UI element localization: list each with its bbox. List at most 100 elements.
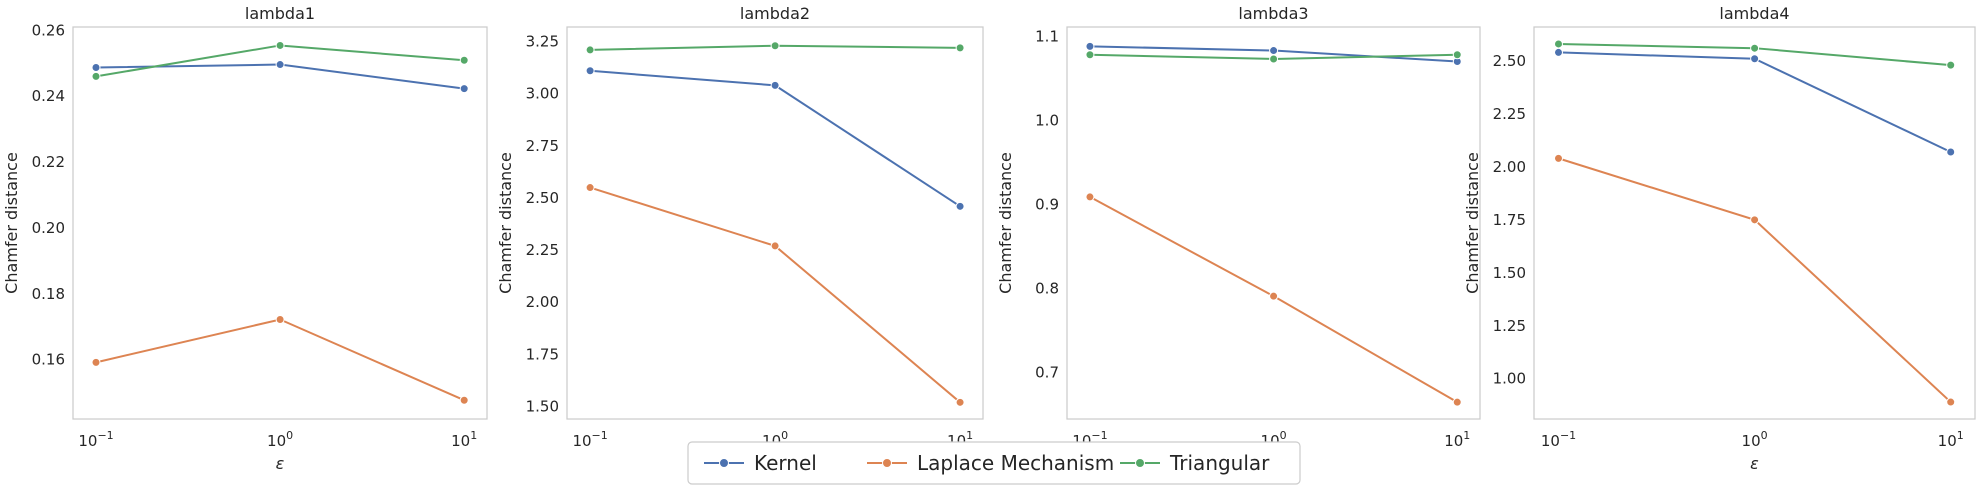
- y-axis-label: Chamfer distance: [996, 152, 1015, 294]
- y-tick-label: 1.0: [1035, 111, 1059, 129]
- x-tick-label: 100: [267, 429, 293, 450]
- legend-entry: Triangular: [1120, 451, 1270, 475]
- data-point: [91, 71, 101, 81]
- series-triangular: [585, 41, 965, 55]
- x-axis-label: ε: [276, 454, 285, 473]
- y-tick-label: 1.1: [1035, 27, 1059, 45]
- legend-swatch-marker: [719, 458, 729, 468]
- data-point: [1946, 147, 1956, 157]
- data-point: [275, 315, 285, 325]
- data-point: [1946, 397, 1956, 407]
- data-point: [1452, 397, 1462, 407]
- axis-frame: [72, 26, 488, 420]
- data-point: [955, 43, 965, 53]
- data-point: [1750, 215, 1760, 225]
- panel-1: 0.16 0.18 0.20 0.22 0.24 0.26 10−1 100 101 lambda…: [2, 4, 488, 473]
- legend-label: Laplace Mechanism: [917, 451, 1114, 475]
- y-axis-label: Chamfer distance: [1463, 152, 1482, 294]
- panel-4: 1.00 1.25 1.50 1.75 2.00 2.25 2.50 10−1 100 101 la…: [1463, 4, 1976, 473]
- x-axis-label: ε: [1750, 454, 1759, 473]
- y-tick-label: 0.8: [1035, 280, 1059, 298]
- y-tick-label: 2.00: [526, 293, 559, 311]
- y-tick-label: 2.75: [526, 137, 559, 155]
- axis-frame: [1066, 26, 1481, 420]
- x-tick-label: 10−1: [1541, 429, 1576, 450]
- y-tick-label: 2.50: [526, 189, 559, 207]
- data-point: [770, 41, 780, 51]
- panel-title: lambda1: [245, 4, 315, 23]
- data-point: [1554, 39, 1564, 49]
- data-point: [770, 241, 780, 251]
- data-point: [585, 45, 595, 55]
- series-triangular: [1554, 39, 1956, 70]
- y-tick-label: 0.22: [32, 153, 65, 171]
- x-tick-label: 100: [1742, 429, 1768, 450]
- x-tick-label: 101: [451, 429, 477, 450]
- data-point: [1085, 41, 1095, 51]
- y-tick-label: 3.25: [526, 33, 559, 51]
- data-point: [459, 84, 469, 94]
- y-tick-label: 2.25: [526, 241, 559, 259]
- data-point: [459, 55, 469, 65]
- legend-entry: Kernel: [704, 451, 817, 475]
- series-laplace-mechanism: [1085, 192, 1462, 407]
- legend-frame: [687, 441, 1301, 485]
- series-triangular: [91, 40, 469, 81]
- data-point: [1269, 291, 1279, 301]
- y-tick-label: 0.26: [32, 21, 65, 39]
- legend-swatch-marker: [882, 458, 892, 468]
- panel-3: 0.70.80.91.01.110−1 100 101lambda3Chamfer …: [996, 4, 1481, 450]
- panel-title: lambda2: [740, 4, 810, 23]
- data-point: [1554, 153, 1564, 163]
- y-tick-label: 1.75: [1493, 211, 1526, 229]
- data-point: [275, 60, 285, 70]
- data-point: [1750, 54, 1760, 64]
- data-point: [585, 66, 595, 76]
- series-kernel: [585, 66, 965, 211]
- panel-title: lambda3: [1238, 4, 1308, 23]
- data-point: [275, 40, 285, 50]
- data-point: [91, 357, 101, 367]
- legend-label: Triangular: [1169, 451, 1270, 475]
- legend-entry: Laplace Mechanism: [867, 451, 1114, 475]
- axis-frame: [566, 26, 984, 420]
- y-tick-label: 2.25: [1493, 105, 1526, 123]
- data-point: [1269, 54, 1279, 64]
- panel-title: lambda4: [1719, 4, 1789, 23]
- x-tick-label: 101: [1444, 429, 1470, 450]
- x-tick-label: 10−1: [78, 429, 113, 450]
- y-tick-label: 1.75: [526, 345, 559, 363]
- y-tick-label: 0.24: [32, 87, 65, 105]
- data-point: [955, 397, 965, 407]
- data-point: [1946, 60, 1956, 70]
- legend-swatch-marker: [1135, 458, 1145, 468]
- legend: Kernel Laplace Mechanism Triangular: [687, 441, 1301, 485]
- y-tick-label: 0.7: [1035, 364, 1059, 382]
- y-tick-label: 0.9: [1035, 195, 1059, 213]
- data-point: [1269, 46, 1279, 56]
- y-tick-label: 0.18: [32, 285, 65, 303]
- series-triangular: [1085, 50, 1462, 64]
- y-tick-label: 1.00: [1493, 370, 1526, 388]
- x-tick-label: 101: [1938, 429, 1964, 450]
- legend-label: Kernel: [754, 451, 817, 475]
- y-tick-label: 2.00: [1493, 158, 1526, 176]
- y-tick-label: 2.50: [1493, 52, 1526, 70]
- y-tick-label: 1.25: [1493, 317, 1526, 335]
- x-tick-label: 10−1: [572, 429, 607, 450]
- data-point: [1750, 43, 1760, 53]
- data-point: [1085, 50, 1095, 60]
- data-point: [955, 201, 965, 211]
- data-point: [1554, 47, 1564, 57]
- series-laplace-mechanism: [1554, 153, 1956, 407]
- series-kernel: [1085, 41, 1462, 66]
- data-point: [91, 63, 101, 73]
- series-laplace-mechanism: [585, 183, 965, 407]
- y-tick-label: 0.16: [32, 351, 65, 369]
- series-laplace-mechanism: [91, 315, 469, 405]
- y-tick-label: 1.50: [1493, 264, 1526, 282]
- data-point: [459, 395, 469, 405]
